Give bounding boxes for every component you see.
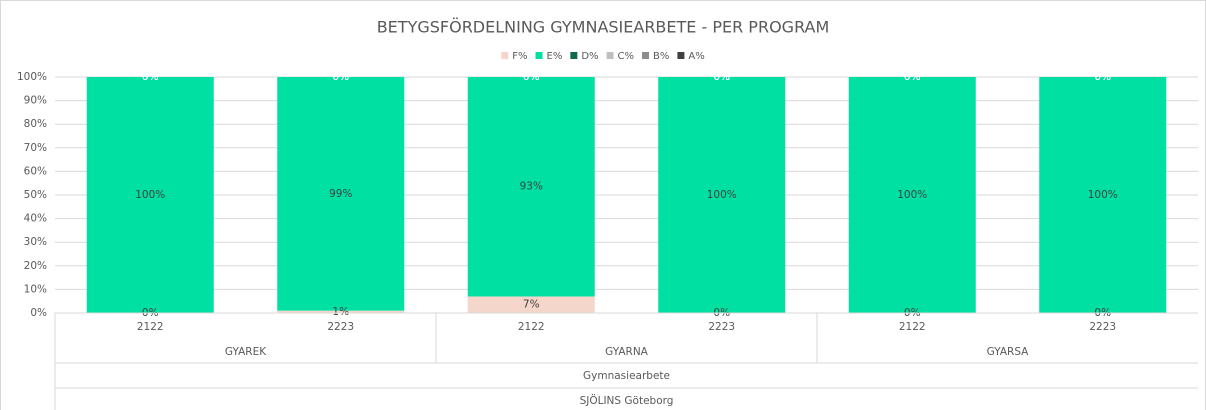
data-label: 100%: [897, 189, 927, 201]
outer-label: SJÖLINS Göteborg: [580, 394, 674, 407]
bar-segment: [277, 77, 405, 311]
data-label: 100%: [135, 189, 165, 201]
y-tick-label: 0%: [30, 307, 47, 319]
data-label: 0%: [523, 71, 540, 83]
data-label: 0%: [1094, 71, 1111, 83]
data-label: 99%: [329, 188, 352, 200]
data-label: 0%: [713, 71, 730, 83]
data-label: 0%: [713, 71, 730, 83]
data-label: 0%: [142, 71, 159, 83]
x-tick-label: 2122: [899, 321, 926, 333]
data-label: 0%: [904, 71, 921, 83]
data-label: 100%: [1088, 189, 1118, 201]
legend-label: C%: [618, 51, 634, 62]
group-label: GYARNA: [605, 346, 649, 358]
x-tick-label: 2122: [518, 321, 545, 333]
chart-title: BETYGSFÖRDELNING GYMNASIEARBETE - PER PR…: [377, 18, 830, 37]
data-label: 0%: [523, 71, 540, 83]
legend-label: B%: [653, 51, 669, 62]
x-tick-label: 2122: [137, 321, 164, 333]
legend-swatch: [606, 52, 614, 59]
y-tick-label: 60%: [24, 165, 47, 177]
x-tick-label: 2223: [327, 321, 354, 333]
y-tick-label: 10%: [24, 283, 47, 295]
data-label: 0%: [1094, 71, 1111, 83]
data-label: 0%: [1094, 71, 1111, 83]
x-tick-label: 2223: [708, 321, 735, 333]
data-label: 0%: [904, 71, 921, 83]
data-label: 0%: [332, 71, 349, 83]
y-tick-label: 50%: [24, 189, 47, 201]
bar-segment: [467, 296, 595, 313]
data-label: 0%: [332, 71, 349, 83]
data-label: 0%: [1094, 71, 1111, 83]
y-tick-label: 100%: [17, 71, 47, 83]
y-tick-label: 70%: [24, 142, 47, 154]
group-label: GYARSA: [987, 346, 1030, 358]
legend-label: D%: [581, 51, 598, 62]
y-tick-label: 20%: [24, 260, 47, 272]
data-label: 0%: [332, 71, 349, 83]
data-label: 0%: [332, 71, 349, 83]
bar-segment: [658, 77, 786, 313]
data-label: 0%: [142, 71, 159, 83]
legend-swatch: [642, 52, 650, 59]
y-tick-label: 80%: [24, 118, 47, 130]
x-tick-label: 2223: [1089, 321, 1116, 333]
data-label: 0%: [904, 71, 921, 83]
outer-label: Gymnasiearbete: [583, 370, 670, 382]
legend-label: E%: [547, 51, 563, 62]
data-label: 0%: [142, 71, 159, 83]
data-label: 7%: [523, 299, 540, 311]
legend-swatch: [535, 52, 543, 59]
data-label: 0%: [523, 71, 540, 83]
bar-segment: [1039, 77, 1167, 313]
bar-segment: [467, 77, 595, 297]
data-label: 93%: [520, 181, 543, 193]
bar-segment: [277, 310, 405, 313]
legend-swatch: [570, 52, 578, 59]
data-label: 0%: [142, 71, 159, 83]
y-tick-label: 90%: [24, 95, 47, 107]
legend-label: F%: [512, 51, 527, 62]
data-label: 1%: [332, 306, 349, 318]
legend-label: A%: [688, 51, 704, 62]
legend-swatch: [677, 52, 685, 59]
y-tick-label: 30%: [24, 236, 47, 248]
group-label: GYAREK: [225, 346, 267, 358]
bar-segment: [848, 77, 976, 313]
legend-swatch: [501, 52, 509, 59]
data-label: 0%: [713, 71, 730, 83]
data-label: 100%: [707, 189, 737, 201]
data-label: 0%: [904, 71, 921, 83]
y-tick-label: 40%: [24, 213, 47, 225]
data-label: 0%: [523, 71, 540, 83]
data-label: 0%: [713, 71, 730, 83]
bar-segment: [86, 77, 214, 313]
